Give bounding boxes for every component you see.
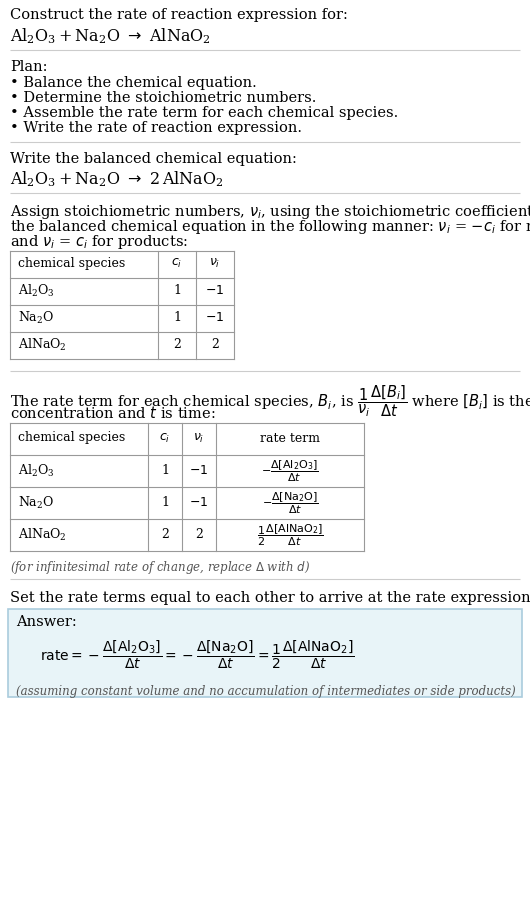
Text: Write the balanced chemical equation:: Write the balanced chemical equation:	[10, 152, 297, 166]
Text: Construct the rate of reaction expression for:: Construct the rate of reaction expressio…	[10, 8, 348, 22]
Text: (for infinitesimal rate of change, replace $\Delta$ with $d$): (for infinitesimal rate of change, repla…	[10, 559, 311, 576]
Text: The rate term for each chemical species, $B_i$, is $\dfrac{1}{\nu_i}\dfrac{\Delt: The rate term for each chemical species,…	[10, 383, 530, 419]
Text: • Write the rate of reaction expression.: • Write the rate of reaction expression.	[10, 121, 302, 135]
Text: (assuming constant volume and no accumulation of intermediates or side products): (assuming constant volume and no accumul…	[16, 685, 516, 698]
Text: • Assemble the rate term for each chemical species.: • Assemble the rate term for each chemic…	[10, 106, 398, 120]
Text: $\mathit{c_i}$: $\mathit{c_i}$	[160, 431, 171, 445]
Text: 1: 1	[161, 464, 169, 478]
Text: $\mathregular{Na_2O}$: $\mathregular{Na_2O}$	[18, 309, 54, 326]
Text: Assign stoichiometric numbers, $\mathit{\nu_i}$, using the stoichiometric coeffi: Assign stoichiometric numbers, $\mathit{…	[10, 203, 530, 221]
Text: 2: 2	[195, 529, 203, 541]
Text: $\mathrm{rate} = -\dfrac{\Delta[\mathrm{Al_2O_3}]}{\Delta t} = -\dfrac{\Delta[\m: $\mathrm{rate} = -\dfrac{\Delta[\mathrm{…	[40, 639, 355, 672]
Text: concentration and $t$ is time:: concentration and $t$ is time:	[10, 405, 216, 421]
Text: $\dfrac{1}{2}\dfrac{\Delta[\mathrm{AlNaO_2}]}{\Delta t}$: $\dfrac{1}{2}\dfrac{\Delta[\mathrm{AlNaO…	[257, 522, 323, 548]
Text: 2: 2	[161, 529, 169, 541]
Text: $-1$: $-1$	[189, 464, 209, 478]
Text: and $\mathit{\nu_i}$ = $\mathit{c_i}$ for products:: and $\mathit{\nu_i}$ = $\mathit{c_i}$ fo…	[10, 233, 188, 251]
Text: $\mathregular{Na_2O}$: $\mathregular{Na_2O}$	[18, 495, 54, 511]
Text: chemical species: chemical species	[18, 257, 125, 270]
Text: $\mathit{c_i}$: $\mathit{c_i}$	[171, 257, 183, 270]
Text: $-\dfrac{\Delta[\mathrm{Al_2O_3}]}{\Delta t}$: $-\dfrac{\Delta[\mathrm{Al_2O_3}]}{\Delt…	[261, 459, 319, 484]
Text: $\mathregular{Al_2O_3}$: $\mathregular{Al_2O_3}$	[18, 282, 55, 298]
Text: 2: 2	[211, 338, 219, 351]
Text: $\mathregular{Al_2O_3 + Na_2O}\ \rightarrow\ \mathregular{AlNaO_2}$: $\mathregular{Al_2O_3 + Na_2O}\ \rightar…	[10, 26, 211, 46]
Text: $\mathregular{AlNaO_2}$: $\mathregular{AlNaO_2}$	[18, 337, 67, 352]
Text: $-\dfrac{\Delta[\mathrm{Na_2O}]}{\Delta t}$: $-\dfrac{\Delta[\mathrm{Na_2O}]}{\Delta …	[262, 490, 319, 516]
Text: 1: 1	[173, 311, 181, 324]
Text: the balanced chemical equation in the following manner: $\mathit{\nu_i}$ = $-\ma: the balanced chemical equation in the fo…	[10, 218, 530, 236]
Text: $\mathregular{Al_2O_3}$: $\mathregular{Al_2O_3}$	[18, 463, 55, 479]
Text: • Balance the chemical equation.: • Balance the chemical equation.	[10, 76, 257, 90]
Text: $-1$: $-1$	[189, 497, 209, 510]
Text: 1: 1	[161, 497, 169, 510]
FancyBboxPatch shape	[8, 609, 522, 697]
Text: 2: 2	[173, 338, 181, 351]
Text: $-1$: $-1$	[206, 284, 225, 297]
Text: $-1$: $-1$	[206, 311, 225, 324]
Text: $\mathregular{Al_2O_3 + Na_2O}\ \rightarrow\ \mathregular{2\,AlNaO_2}$: $\mathregular{Al_2O_3 + Na_2O}\ \rightar…	[10, 169, 224, 188]
Text: $\mathregular{AlNaO_2}$: $\mathregular{AlNaO_2}$	[18, 527, 67, 543]
Text: rate term: rate term	[260, 431, 320, 444]
Text: • Determine the stoichiometric numbers.: • Determine the stoichiometric numbers.	[10, 91, 316, 105]
Text: $\mathit{\nu_i}$: $\mathit{\nu_i}$	[209, 257, 220, 270]
Text: 1: 1	[173, 284, 181, 297]
Text: Answer:: Answer:	[16, 615, 77, 629]
Text: chemical species: chemical species	[18, 431, 125, 444]
Text: $\mathit{\nu_i}$: $\mathit{\nu_i}$	[193, 431, 205, 445]
Text: Set the rate terms equal to each other to arrive at the rate expression:: Set the rate terms equal to each other t…	[10, 591, 530, 605]
Text: Plan:: Plan:	[10, 60, 48, 74]
